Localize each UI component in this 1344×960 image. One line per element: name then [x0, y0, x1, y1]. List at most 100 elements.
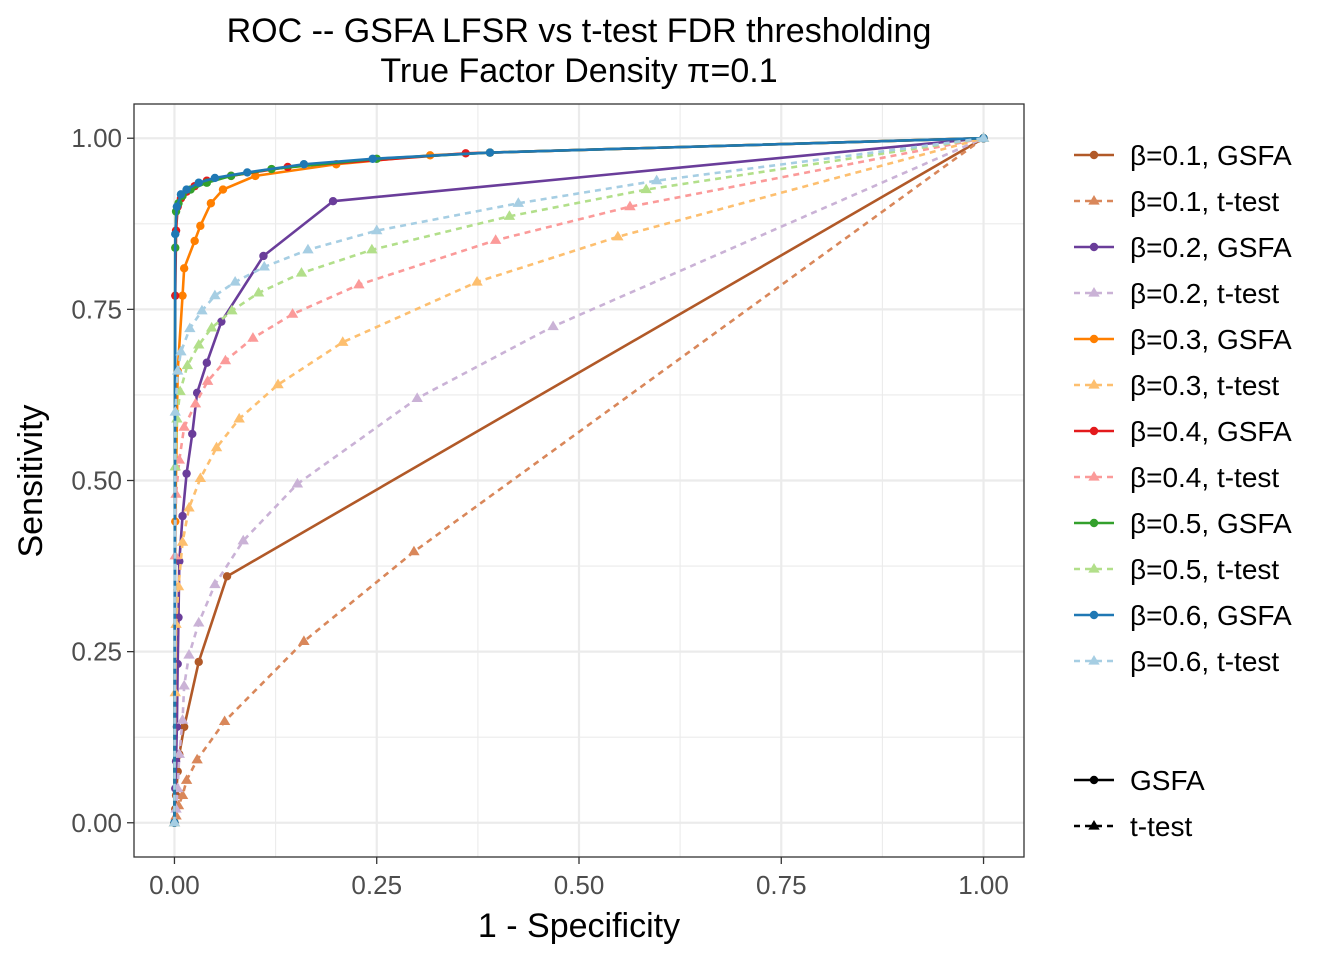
series-point	[205, 321, 218, 332]
legend-key-marker	[1088, 471, 1100, 481]
series-point	[206, 199, 216, 208]
series-point	[168, 816, 181, 827]
legend-label: β=0.4, t-test	[1130, 462, 1279, 493]
legend-label: β=0.4, GSFA	[1130, 416, 1292, 447]
series-layer	[168, 132, 990, 827]
series-point	[624, 200, 636, 211]
series-point	[219, 354, 232, 365]
series-point	[217, 317, 226, 326]
legend-item: β=0.5, GSFA	[1074, 508, 1292, 539]
legend-label: β=0.1, t-test	[1130, 186, 1279, 217]
plot-grid	[134, 104, 1024, 857]
series-point	[547, 320, 559, 331]
y-tick-label: 1.00	[71, 123, 122, 153]
legend-label: β=0.3, GSFA	[1130, 324, 1292, 355]
y-tick-label: 0.75	[71, 294, 122, 324]
series-point	[176, 714, 189, 724]
series-point	[299, 160, 309, 169]
legend-item: β=0.4, GSFA	[1074, 416, 1292, 447]
series-point	[175, 345, 187, 356]
series-point	[176, 190, 186, 199]
legend-key-marker	[1088, 655, 1100, 665]
series-point	[169, 406, 181, 416]
series-point	[180, 774, 193, 784]
legend-key-marker	[1088, 379, 1100, 389]
series-point	[178, 421, 190, 431]
legend-item: β=0.2, t-test	[1074, 278, 1279, 309]
series-point	[172, 202, 182, 211]
x-tick-label: 0.25	[351, 870, 402, 900]
series-point	[196, 304, 208, 315]
series-point	[286, 308, 299, 318]
series-point	[408, 545, 420, 556]
series-point	[252, 286, 265, 297]
legend-key-marker	[1089, 518, 1099, 528]
legend-key-marker	[1089, 242, 1099, 252]
legend-key-marker	[1089, 426, 1099, 436]
legend-label: β=0.3, t-test	[1130, 370, 1279, 401]
legend-label: β=0.5, t-test	[1130, 554, 1279, 585]
y-axis-title: Sensitivity	[12, 404, 50, 557]
series-point	[188, 429, 197, 439]
legend-item: β=0.4, t-test	[1074, 462, 1279, 493]
legend: β=0.1, GSFA β=0.1, t-test β=0.2, GSFA β=0.2…	[1074, 140, 1292, 842]
series-point	[247, 332, 259, 342]
y-tick-label: 0.50	[71, 466, 122, 496]
series-point	[371, 224, 383, 235]
series-point	[178, 291, 187, 300]
legend-item: β=0.3, GSFA	[1074, 324, 1292, 355]
y-axis: 0.00 0.25 0.50 0.75 1.00	[71, 123, 134, 838]
series-point	[176, 536, 189, 546]
legend-key-marker	[1088, 287, 1100, 297]
series-point	[366, 243, 378, 254]
series-point	[178, 679, 190, 690]
legend-item: β=0.1, t-test	[1074, 186, 1279, 217]
legend-label: β=0.1, GSFA	[1130, 140, 1292, 171]
y-tick-label: 0.00	[71, 808, 122, 838]
y-tick-label: 0.25	[71, 637, 122, 667]
series-point	[295, 267, 308, 277]
series-point	[471, 275, 483, 286]
series-point	[226, 304, 238, 315]
series-point	[189, 397, 202, 408]
series-point	[328, 197, 338, 206]
series-point	[353, 278, 365, 289]
series-point	[291, 477, 304, 488]
series-point	[512, 197, 525, 207]
series-12	[168, 132, 990, 827]
legend-key-marker	[1089, 150, 1099, 160]
series-point	[411, 392, 423, 402]
series-line	[173, 136, 984, 823]
series-point	[298, 635, 310, 645]
legend-label: β=0.6, t-test	[1130, 646, 1279, 677]
series-point	[243, 168, 252, 177]
series-point	[173, 748, 186, 758]
series-point	[229, 275, 241, 286]
series-point	[181, 359, 194, 370]
series-point	[489, 234, 502, 244]
series-point	[183, 501, 195, 512]
series-point	[194, 472, 207, 483]
legend-key-marker	[1088, 563, 1100, 573]
legend-label: β=0.2, GSFA	[1130, 232, 1292, 263]
series-point	[191, 753, 203, 764]
series-point	[258, 260, 270, 271]
series-point	[182, 469, 191, 478]
series-line	[173, 136, 984, 823]
series-point	[190, 236, 199, 246]
series-point	[193, 616, 205, 627]
series-point	[640, 183, 652, 194]
legend-item: β=0.3, t-test	[1074, 370, 1279, 401]
legend-item: β=0.2, GSFA	[1074, 232, 1292, 263]
chart-subtitle: True Factor Density π=0.1	[380, 52, 777, 90]
series-point	[194, 657, 203, 667]
series-point	[210, 173, 220, 183]
linetype-legend-item: GSFA	[1074, 765, 1205, 796]
legend-item: β=0.1, GSFA	[1074, 140, 1292, 171]
series-point	[259, 251, 268, 261]
series-point	[173, 453, 186, 464]
legend-key-marker	[1088, 820, 1100, 830]
legend-label: β=0.2, t-test	[1130, 278, 1279, 309]
x-tick-label: 1.00	[958, 870, 1009, 900]
